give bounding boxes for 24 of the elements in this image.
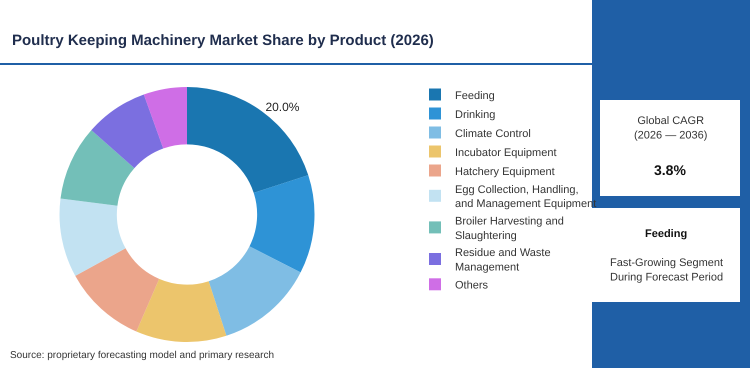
legend-label: Others <box>455 280 489 292</box>
data-label: 20.0% <box>265 100 300 114</box>
donut-slice <box>187 87 308 193</box>
donut-slice <box>136 278 226 342</box>
legend-label: Broiler Harvesting and Slaughtering <box>455 216 564 242</box>
source-note: Source: proprietary forecasting model and primary research <box>10 350 274 361</box>
legend-label: Hatchery Equipment <box>455 166 555 178</box>
legend-label: Drinking <box>455 108 496 121</box>
donut-slice <box>91 94 164 168</box>
donut-slice <box>208 246 301 336</box>
text: Global CAGR (2026 — 2036) <box>634 115 708 142</box>
donut-slice <box>249 175 314 272</box>
donut-slice <box>60 198 126 276</box>
donut-slice <box>75 248 160 332</box>
text: Fast-Growing Segment During Forecast Period <box>610 257 724 284</box>
chart-title: Poultry Keeping Machinery Market Share by Product (2026) <box>12 32 434 49</box>
text: Feeding <box>645 228 688 240</box>
donut-slice <box>60 130 134 206</box>
legend-label: Feeding <box>455 90 495 102</box>
legend-label: Climate Control <box>455 128 531 140</box>
legend-label: Incubator Equipment <box>455 146 557 159</box>
donut-slice <box>144 87 187 149</box>
legend-label: Residue and Waste Management <box>455 247 551 274</box>
text: 3.8% <box>654 162 686 178</box>
